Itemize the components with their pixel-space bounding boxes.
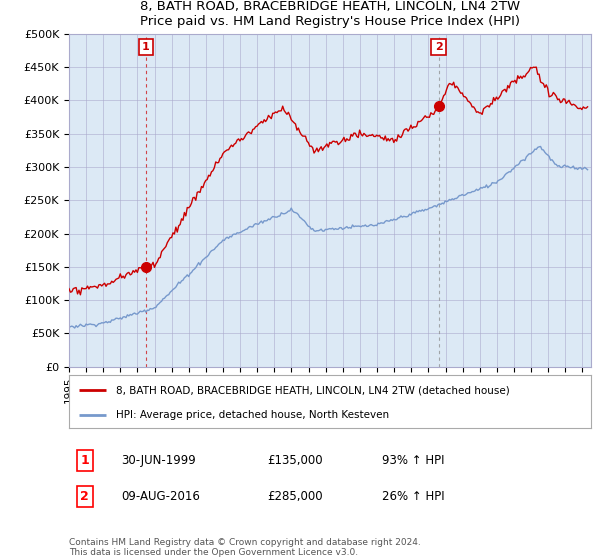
Text: 2: 2 bbox=[435, 42, 443, 52]
Text: 30-JUN-1999: 30-JUN-1999 bbox=[121, 454, 196, 467]
Title: 8, BATH ROAD, BRACEBRIDGE HEATH, LINCOLN, LN4 2TW
Price paid vs. HM Land Registr: 8, BATH ROAD, BRACEBRIDGE HEATH, LINCOLN… bbox=[140, 0, 520, 28]
Text: HPI: Average price, detached house, North Kesteven: HPI: Average price, detached house, Nort… bbox=[116, 410, 389, 420]
Text: 1: 1 bbox=[142, 42, 150, 52]
Text: £135,000: £135,000 bbox=[268, 454, 323, 467]
Text: 93% ↑ HPI: 93% ↑ HPI bbox=[382, 454, 445, 467]
Text: 09-AUG-2016: 09-AUG-2016 bbox=[121, 490, 200, 503]
Text: 26% ↑ HPI: 26% ↑ HPI bbox=[382, 490, 445, 503]
Text: Contains HM Land Registry data © Crown copyright and database right 2024.
This d: Contains HM Land Registry data © Crown c… bbox=[69, 538, 421, 557]
Text: £285,000: £285,000 bbox=[268, 490, 323, 503]
Text: 1: 1 bbox=[80, 454, 89, 467]
Text: 2: 2 bbox=[80, 490, 89, 503]
Text: 8, BATH ROAD, BRACEBRIDGE HEATH, LINCOLN, LN4 2TW (detached house): 8, BATH ROAD, BRACEBRIDGE HEATH, LINCOLN… bbox=[116, 385, 510, 395]
